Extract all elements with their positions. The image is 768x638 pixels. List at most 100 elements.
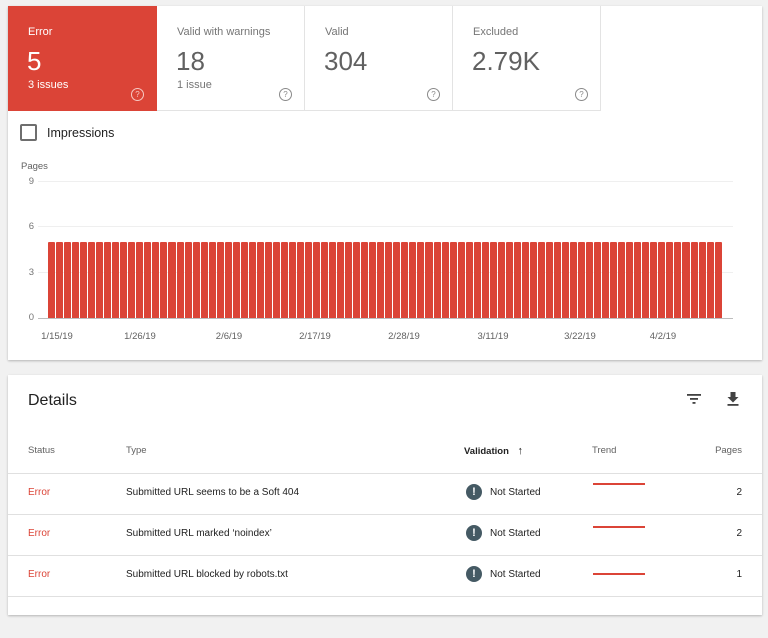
chart-bar[interactable]	[80, 241, 88, 318]
help-icon[interactable]: ?	[427, 88, 440, 101]
chart-bar[interactable]	[473, 241, 481, 318]
chart-bar[interactable]	[353, 241, 361, 318]
chart-bar[interactable]	[272, 241, 280, 318]
chart-bar[interactable]	[288, 241, 296, 318]
chart-bar[interactable]	[160, 241, 168, 318]
chart-bar[interactable]	[610, 241, 618, 318]
chart-bar[interactable]	[377, 241, 385, 318]
chart-bar[interactable]	[553, 241, 561, 318]
chart-bar[interactable]	[264, 241, 272, 318]
chart-bar[interactable]	[586, 241, 594, 318]
chart-bar[interactable]	[192, 241, 200, 318]
help-icon[interactable]: ?	[279, 88, 292, 101]
impressions-checkbox[interactable]	[20, 124, 37, 141]
chart-bar[interactable]	[56, 241, 64, 318]
chart-bar[interactable]	[305, 241, 313, 318]
chart-bar[interactable]	[578, 241, 586, 318]
chart-bar[interactable]	[168, 241, 176, 318]
chart-bar[interactable]	[321, 241, 329, 318]
chart-bar[interactable]	[570, 241, 578, 318]
chart-bar[interactable]	[706, 241, 714, 318]
chart-bar[interactable]	[104, 241, 112, 318]
filter-icon[interactable]	[684, 389, 704, 409]
chart-bar[interactable]	[505, 241, 513, 318]
chart-bar[interactable]	[441, 241, 449, 318]
chart-bar[interactable]	[562, 241, 570, 318]
chart-bar[interactable]	[658, 241, 666, 318]
chart-bar[interactable]	[152, 241, 160, 318]
chart-bar[interactable]	[88, 241, 96, 318]
chart-bar[interactable]	[128, 241, 136, 318]
chart-bar[interactable]	[626, 241, 634, 318]
chart-bar[interactable]	[64, 241, 72, 318]
chart-bar[interactable]	[698, 241, 706, 318]
chart-bar[interactable]	[361, 241, 369, 318]
chart-bar[interactable]	[385, 241, 393, 318]
chart-bar[interactable]	[417, 241, 425, 318]
column-header-validation[interactable]: Validation ↑	[464, 445, 523, 457]
chart-bar[interactable]	[618, 241, 626, 318]
help-icon[interactable]: ?	[575, 88, 588, 101]
impressions-toggle[interactable]: Impressions	[20, 124, 114, 141]
chart-bar[interactable]	[682, 241, 690, 318]
chart-bar[interactable]	[184, 241, 192, 318]
column-header-type[interactable]: Type	[126, 445, 147, 456]
tile-valid-with-warnings[interactable]: Valid with warnings 18 1 issue ?	[157, 6, 305, 111]
chart-bar[interactable]	[120, 241, 128, 318]
chart-bar[interactable]	[280, 241, 288, 318]
table-row[interactable]: Error Submitted URL seems to be a Soft 4…	[8, 473, 762, 515]
chart-bar[interactable]	[256, 241, 264, 318]
chart-bar[interactable]	[497, 241, 505, 318]
chart-bar[interactable]	[602, 241, 610, 318]
chart-bar[interactable]	[433, 241, 441, 318]
help-icon[interactable]: ?	[131, 88, 144, 101]
chart-bar[interactable]	[513, 241, 521, 318]
chart-bar[interactable]	[642, 241, 650, 318]
chart-bar[interactable]	[224, 241, 232, 318]
chart-bar[interactable]	[449, 241, 457, 318]
chart-bar[interactable]	[457, 241, 465, 318]
chart-bar[interactable]	[690, 241, 698, 318]
chart-bar[interactable]	[216, 241, 224, 318]
chart-bar[interactable]	[200, 241, 208, 318]
chart-bar[interactable]	[481, 241, 489, 318]
tile-excluded[interactable]: Excluded 2.79K ?	[453, 6, 601, 111]
column-header-status[interactable]: Status	[28, 445, 55, 456]
table-row[interactable]: Error Submitted URL blocked by robots.tx…	[8, 555, 762, 597]
chart-bar[interactable]	[666, 241, 674, 318]
chart-bar[interactable]	[176, 241, 184, 318]
chart-bar[interactable]	[345, 241, 353, 318]
chart-bar[interactable]	[337, 241, 345, 318]
column-header-pages[interactable]: Pages	[715, 445, 742, 456]
chart-bar[interactable]	[393, 241, 401, 318]
chart-bar[interactable]	[136, 241, 144, 318]
chart-bar[interactable]	[537, 241, 545, 318]
download-icon[interactable]	[723, 389, 743, 409]
chart-bar[interactable]	[529, 241, 537, 318]
chart-bar[interactable]	[240, 241, 248, 318]
chart-bar[interactable]	[634, 241, 642, 318]
chart-bar[interactable]	[112, 241, 120, 318]
chart-bar[interactable]	[425, 241, 433, 318]
table-row[interactable]: Error Submitted URL marked ‘noindex’ ! N…	[8, 514, 762, 556]
chart-bar[interactable]	[329, 241, 337, 318]
chart-bar[interactable]	[144, 241, 152, 318]
chart-bar[interactable]	[313, 241, 321, 318]
chart-bar[interactable]	[650, 241, 658, 318]
chart-bar[interactable]	[401, 241, 409, 318]
chart-bar[interactable]	[521, 241, 529, 318]
chart-bar[interactable]	[594, 241, 602, 318]
chart-bar[interactable]	[465, 241, 473, 318]
chart-bar[interactable]	[48, 241, 56, 318]
tile-error[interactable]: Error 5 3 issues ?	[8, 6, 157, 111]
chart-bar[interactable]	[72, 241, 80, 318]
chart-bar[interactable]	[714, 241, 722, 318]
chart-bar[interactable]	[232, 241, 240, 318]
chart-bar[interactable]	[208, 241, 216, 318]
chart-bar[interactable]	[674, 241, 682, 318]
chart-bar[interactable]	[369, 241, 377, 318]
chart-bar[interactable]	[545, 241, 553, 318]
chart-bar[interactable]	[409, 241, 417, 318]
chart-bar[interactable]	[96, 241, 104, 318]
chart-bar[interactable]	[248, 241, 256, 318]
